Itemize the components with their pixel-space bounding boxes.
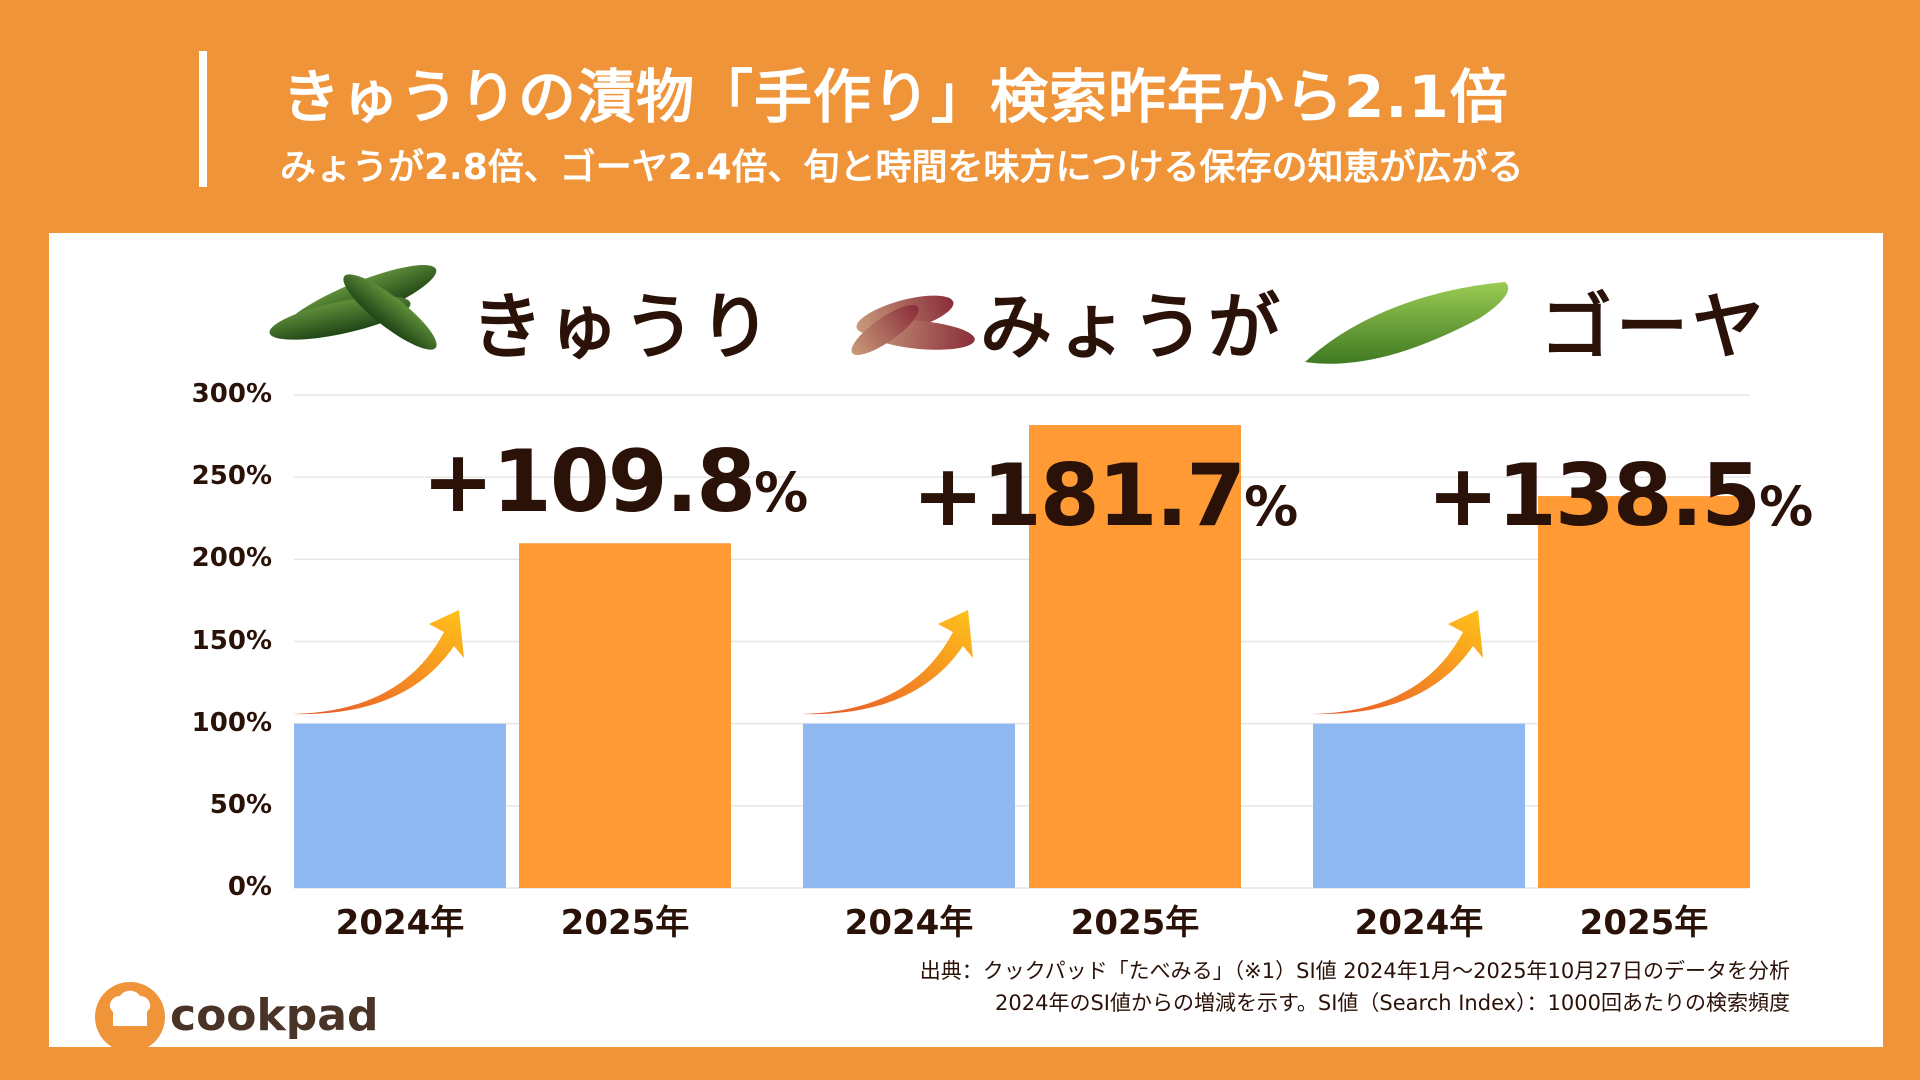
myoga-image — [851, 295, 975, 355]
y-tick-label: 300% — [191, 379, 272, 409]
group-name: きゅうり — [471, 285, 776, 369]
change-unit: % — [1759, 475, 1814, 538]
bar-2024 — [803, 723, 1015, 888]
bar-2024 — [1313, 723, 1525, 888]
x-tick-label: 2024年 — [844, 903, 974, 943]
group-name: ゴーヤ — [1540, 285, 1769, 369]
cucumber-image — [269, 265, 437, 350]
x-tick-label: 2025年 — [560, 903, 690, 943]
y-tick-label: 250% — [191, 461, 272, 492]
change-value: +138.5 — [1427, 446, 1761, 546]
change-value: +109.8 — [422, 432, 756, 532]
title-accent-bar — [199, 51, 207, 187]
bar-2024 — [294, 723, 506, 888]
group-name: みょうが — [980, 285, 1285, 369]
x-tick-label: 2025年 — [1579, 903, 1709, 943]
y-tick-label: 100% — [191, 707, 272, 738]
y-tick-label: 200% — [191, 543, 272, 574]
page-title: きゅうりの漬物「手作り」検索昨年から2.1倍 — [282, 63, 1509, 131]
y-tick-label: 50% — [209, 789, 272, 820]
cookpad-logo: cookpad — [170, 990, 379, 1041]
growth-arrow-icon — [292, 610, 464, 715]
change-unit: % — [754, 461, 809, 524]
growth-arrow-icon — [1311, 610, 1483, 715]
bar-2025 — [1029, 425, 1241, 888]
si-note: 2024年のSI値からの増減を示す。SI値（Search Index）：1000… — [995, 991, 1790, 1015]
bitter-melon-image — [1305, 282, 1509, 364]
change-value: +181.7 — [912, 446, 1246, 546]
change-label: +181.7% — [912, 446, 1298, 546]
page-subtitle: みょうが2.8倍、ゴーヤ2.4倍、旬と時間を味方につける保存の知恵が広がる — [280, 147, 1524, 188]
y-tick-label: 150% — [191, 625, 272, 656]
bar-2025 — [1538, 496, 1750, 888]
y-tick-label: 0% — [227, 872, 272, 902]
change-label: +138.5% — [1427, 446, 1813, 546]
x-tick-label: 2024年 — [1354, 903, 1484, 943]
growth-arrow-icon — [801, 610, 973, 715]
x-tick-label: 2025年 — [1070, 903, 1200, 943]
change-unit: % — [1244, 475, 1299, 538]
bar-2025 — [519, 543, 731, 888]
x-tick-label: 2024年 — [335, 903, 465, 943]
change-label: +109.8% — [422, 432, 808, 532]
cookpad-logo-icon — [95, 982, 165, 1052]
source-note: 出典：クックパッド「たべみる」（※1）SI値 2024年1月～2025年10月2… — [919, 959, 1790, 983]
